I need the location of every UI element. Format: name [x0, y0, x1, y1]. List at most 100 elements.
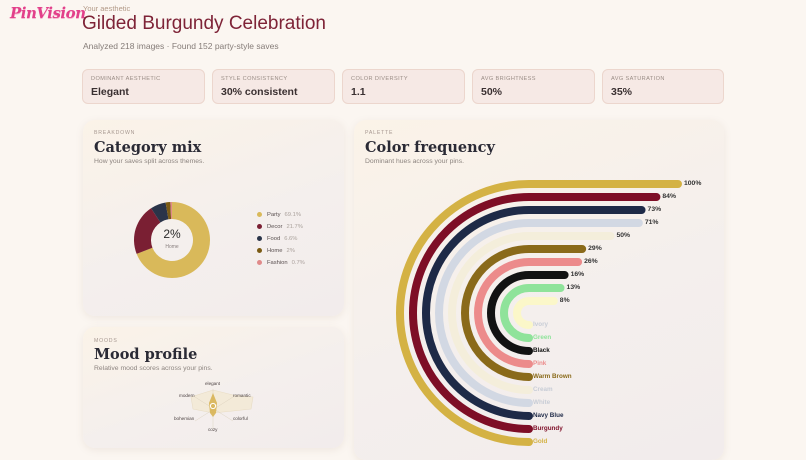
color-arc-burgundy[interactable] [409, 193, 661, 433]
color-arc-cream[interactable] [448, 232, 615, 394]
stat-label: Color diversity [351, 76, 408, 82]
color-arc-navy-blue[interactable] [422, 206, 646, 420]
legend-item-party[interactable]: Party 69.1% [257, 210, 301, 219]
legend-name: Decor [267, 223, 283, 230]
donut-slice-fashion[interactable] [170, 202, 172, 220]
legend-item-home[interactable]: Home 2% [257, 246, 295, 255]
mood-label-romantic: romantic [233, 393, 251, 398]
stat-label: Avg brightness [481, 76, 536, 82]
radar-shape [209, 393, 217, 417]
card-title: Category mix [94, 139, 202, 156]
stat-value: Elegant [91, 86, 129, 98]
color-arc-white[interactable] [435, 219, 643, 407]
stat-card-style-consistency: Style consistency 30% consistent [212, 69, 335, 104]
color-frequency-chart [396, 180, 682, 446]
card-kicker: Palette [365, 130, 394, 136]
mood-label-colorful: colorful [233, 416, 248, 421]
card-kicker: Moods [94, 338, 118, 344]
color-name-label: Black [533, 346, 550, 354]
donut-slice-food[interactable] [151, 202, 169, 223]
stat-value: 30% consistent [221, 86, 298, 98]
card-kicker: Breakdown [94, 130, 136, 136]
legend-item-decor[interactable]: Decor 21.7% [257, 222, 303, 231]
color-name-label: Cream [533, 385, 553, 393]
legend-percent: 69.1% [284, 211, 301, 218]
card-description: How your saves split across themes. [94, 158, 205, 165]
stat-card-dominant-aesthetic: Dominant aesthetic Elegant [82, 69, 205, 104]
color-arc-pink[interactable] [474, 258, 583, 368]
card-title: Color frequency [365, 139, 495, 156]
color-percent-label: 26% [584, 257, 598, 265]
color-name-label: Ivory [533, 320, 549, 328]
color-name-label: White [533, 398, 551, 406]
legend-percent: 6.6% [284, 235, 298, 242]
color-arc-warm-brown[interactable] [461, 245, 587, 381]
color-percent-label: 100% [684, 179, 702, 187]
donut-slice-decor[interactable] [134, 208, 161, 254]
stat-label: Style consistency [221, 76, 288, 82]
color-percent-label: 29% [588, 244, 602, 252]
legend-name: Food [267, 235, 281, 242]
color-name-label: Pink [533, 359, 547, 367]
color-percent-label: 84% [662, 192, 676, 200]
legend-swatch [257, 248, 262, 253]
donut-center-label: Home [165, 244, 179, 250]
color-name-label: Warm Brown [533, 372, 572, 380]
radar-grid [190, 389, 254, 414]
mood-label-elegant: elegant [205, 381, 221, 386]
stat-value: 50% [481, 86, 503, 98]
color-name-label: Burgundy [533, 424, 563, 432]
donut-slice-home[interactable] [165, 202, 172, 220]
stat-value: 1.1 [351, 86, 366, 98]
legend-name: Fashion [267, 259, 288, 266]
card-description: Relative mood scores across your pins. [94, 365, 213, 372]
stat-label: Dominant aesthetic [91, 76, 161, 82]
color-percent-label: 13% [566, 283, 581, 291]
stat-value: 35% [611, 86, 633, 98]
legend-percent: 0.7% [291, 259, 305, 266]
mood-radar-chart [190, 389, 254, 429]
donut-center-value: 2% [163, 227, 181, 241]
page-subtitle: Analyzed 218 images · Found 152 party-st… [83, 41, 279, 51]
legend-name: Party [267, 211, 281, 218]
color-arc-ivory[interactable] [513, 297, 558, 329]
color-arc-gold[interactable] [396, 180, 682, 446]
color-percent-label: 50% [616, 231, 631, 239]
legend-item-food[interactable]: Food 6.6% [257, 234, 297, 243]
stat-card-avg-saturation: Avg saturation 35% [602, 69, 724, 104]
header-eyebrow: Your aesthetic [83, 4, 131, 13]
card-title: Mood profile [94, 346, 198, 363]
mood-label-cozy: cozy [208, 427, 218, 432]
color-percent-label: 71% [644, 218, 659, 226]
mood-label-bohemian: bohemian [174, 416, 195, 421]
page-title: Gilded Burgundy Celebration [82, 13, 326, 34]
legend-name: Home [267, 247, 283, 254]
legend-swatch [257, 224, 262, 229]
mood-profile-card: Moods Mood profile Relative mood scores … [83, 327, 344, 448]
color-frequency-card: Palette Color frequency Dominant hues ac… [354, 120, 724, 460]
mood-label-modern: modern [179, 393, 195, 398]
legend-swatch [257, 236, 262, 241]
app-logo[interactable]: PinVision [10, 4, 86, 22]
stat-label: Avg saturation [611, 76, 665, 82]
card-description: Dominant hues across your pins. [365, 158, 464, 165]
category-mix-card: Breakdown Category mix How your saves sp… [83, 120, 344, 316]
color-arc-green[interactable] [500, 284, 565, 342]
color-arc-black[interactable] [487, 271, 569, 355]
color-percent-label: 16% [570, 270, 585, 278]
color-name-label: Green [533, 333, 552, 341]
stat-card-color-diversity: Color diversity 1.1 [342, 69, 465, 104]
legend-percent: 2% [286, 247, 295, 254]
radar-center-mark [209, 402, 217, 410]
donut-slice-party[interactable] [136, 202, 210, 278]
legend-percent: 21.7% [286, 223, 303, 230]
color-name-label: Navy Blue [533, 411, 564, 419]
category-donut-chart: 2% Home [134, 202, 210, 278]
legend-item-fashion[interactable]: Fashion 0.7% [257, 258, 305, 267]
color-name-label: Gold [533, 437, 548, 445]
legend-swatch [257, 212, 262, 217]
legend-swatch [257, 260, 262, 265]
color-percent-label: 73% [647, 205, 662, 213]
stat-card-avg-brightness: Avg brightness 50% [472, 69, 595, 104]
color-percent-label: 8% [559, 296, 570, 304]
